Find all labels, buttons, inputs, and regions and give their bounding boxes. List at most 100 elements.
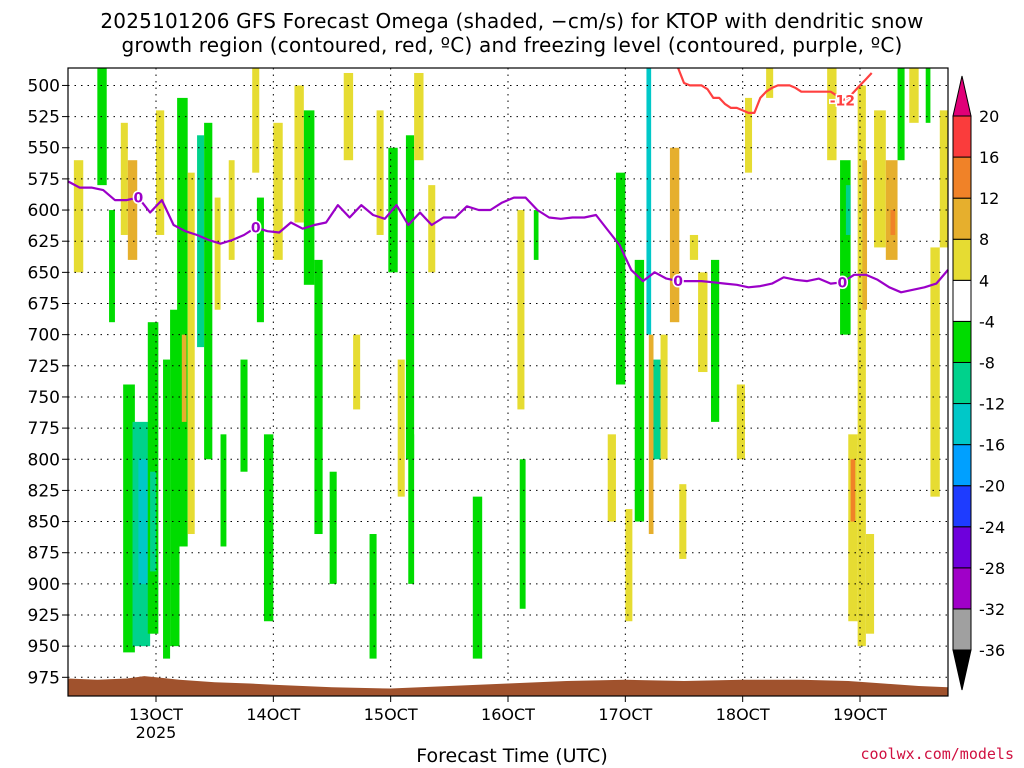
colorbar-label: -4 (979, 312, 995, 331)
freezing-level-contour-label: 0 (673, 274, 683, 290)
omega-shading-layer (73, 68, 948, 659)
omega-cell (874, 110, 886, 248)
colorbar-label: 8 (979, 230, 989, 249)
omega-cell (329, 471, 337, 584)
contour-layer: 0 0 0 0 -12 (67, 67, 949, 294)
colorbar-segment (952, 567, 972, 610)
omega-cell (256, 197, 264, 323)
omega-cell (766, 68, 774, 98)
omega-cell (73, 160, 84, 273)
y-tick-label: 800 (28, 450, 60, 470)
colorbar-label: 16 (979, 148, 999, 167)
omega-cell (314, 259, 323, 535)
y-tick-label: 775 (28, 419, 60, 439)
y-tick-label: 500 (28, 76, 60, 96)
omega-cell (408, 434, 415, 584)
y-tick-label: 900 (28, 575, 60, 595)
omega-cell (890, 210, 896, 235)
y-tick-label: 600 (28, 201, 60, 221)
omega-cell (634, 259, 645, 522)
omega-cell (607, 434, 616, 522)
dendritic-contour (677, 67, 873, 114)
omega-cell (303, 110, 315, 285)
omega-cell (850, 459, 856, 522)
omega-cell (181, 334, 187, 422)
omega-cell (240, 359, 248, 472)
omega-cell (885, 160, 898, 260)
omega-cell (294, 85, 304, 223)
colorbar-segment (952, 197, 972, 240)
omega-cell (177, 97, 188, 547)
omega-cell (698, 272, 708, 373)
y-tick-label: 650 (28, 263, 60, 283)
y-tick-label: 750 (28, 388, 60, 408)
x-tick-label: 14OCT (246, 705, 300, 724)
y-tick-label: 725 (28, 357, 60, 377)
colorbar-segment (952, 238, 972, 281)
y-tick-label: 575 (28, 170, 60, 190)
y-tick-label: 925 (28, 606, 60, 626)
colorbar-under-triangle (952, 649, 972, 691)
omega-cell (252, 68, 260, 173)
colorbar-segment (952, 526, 972, 569)
omega-cell (517, 210, 525, 410)
omega-cell (263, 434, 274, 622)
omega-cell (353, 334, 361, 410)
omega-cell (156, 110, 165, 235)
omega-cell (376, 110, 384, 235)
colorbar-segment (952, 485, 972, 528)
colorbar-label: -24 (979, 518, 1005, 537)
omega-cell (827, 68, 837, 161)
omega-cell (939, 110, 948, 248)
colorbar-label: 20 (979, 107, 999, 126)
omega-cell (925, 68, 931, 123)
colorbar-segment (952, 608, 972, 651)
colorbar-label: -16 (979, 436, 1005, 455)
y-tick-label: 975 (28, 668, 60, 688)
dendritic-contour-label: -12 (830, 93, 855, 109)
omega-cell (679, 484, 687, 559)
omega-cell (660, 334, 668, 460)
omega-cell (710, 259, 720, 422)
omega-cell (214, 197, 221, 310)
freezing-level-contour (67, 180, 949, 294)
y-axis: 500 525 550 575 600 625 650 675 700 725 750 775 800 8… (28, 76, 68, 688)
y-tick-label: 950 (28, 637, 60, 657)
omega-cell (397, 359, 405, 497)
omega-cell (897, 68, 905, 161)
colorbar-label: -20 (979, 477, 1005, 496)
omega-cell (109, 210, 115, 323)
chart-title-line1: 2025101206 GFS Forecast Omega (shaded, −… (100, 9, 924, 33)
x-tick-label: 17OCT (598, 705, 652, 724)
omega-cell (865, 534, 875, 634)
chart-title-line2: growth region (contoured, red, ºC) and f… (121, 33, 903, 57)
omega-cell (204, 122, 213, 460)
omega-cell (369, 534, 377, 659)
x-tick-label: 15OCT (364, 705, 418, 724)
freezing-level-contour-label: 0 (251, 220, 261, 236)
y-tick-label: 525 (28, 108, 60, 128)
omega-cell (745, 97, 753, 173)
x-tick-sublabel: 2025 (136, 723, 177, 742)
omega-cell (519, 459, 526, 609)
colorbar-segment (952, 444, 972, 487)
freezing-level-contour-label: 0 (838, 275, 848, 291)
colorbar-label: -36 (979, 641, 1005, 660)
omega-cell (930, 247, 940, 497)
omega-cell (120, 122, 128, 235)
omega-cell (220, 434, 227, 547)
omega-cell (625, 509, 633, 622)
omega-cell (138, 459, 148, 584)
credit-text: coolwx.com/models (860, 745, 1014, 763)
x-tick-label: 18OCT (716, 705, 770, 724)
x-axis-label: Forecast Time (UTC) (416, 745, 608, 767)
colorbar-segment (952, 279, 972, 322)
omega-cell (848, 434, 858, 622)
omega-cell (648, 334, 654, 535)
omega-cell (123, 384, 135, 653)
y-tick-label: 625 (28, 232, 60, 252)
omega-cell (615, 172, 626, 385)
terrain-fill (68, 676, 948, 696)
